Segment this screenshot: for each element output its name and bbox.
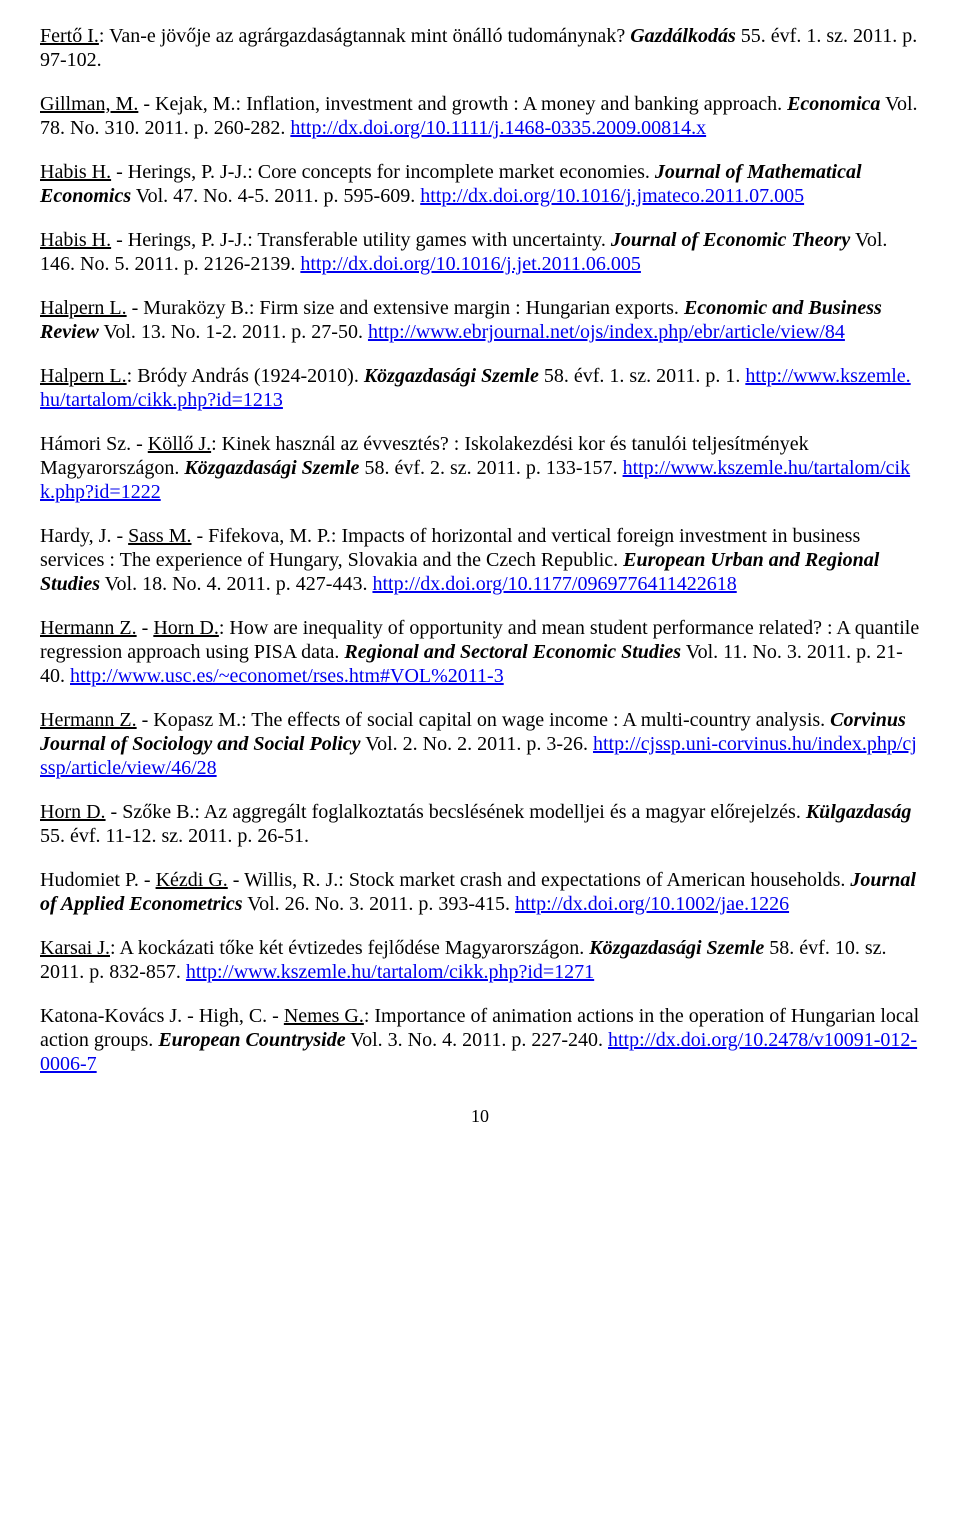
reference-link[interactable]: http://www.kszemle.hu/tartalom/cikk.php?… xyxy=(186,961,594,983)
journal-title: Gazdálkodás xyxy=(630,25,736,47)
bibliography-entry: Hermann Z. - Horn D.: How are inequality… xyxy=(40,616,920,688)
reference-link[interactable]: http://dx.doi.org/10.1016/j.jet.2011.06.… xyxy=(300,253,641,275)
citation-text: Katona-Kovács J. - High, C. - xyxy=(40,1005,284,1027)
journal-title: Economica xyxy=(787,93,880,115)
citation-text: : Bródy András (1924-2010). xyxy=(127,365,364,387)
bibliography-entry: Katona-Kovács J. - High, C. - Nemes G.: … xyxy=(40,1004,920,1076)
bibliography-entry: Hudomiet P. - Kézdi G. - Willis, R. J.: … xyxy=(40,868,920,916)
author-name: Sass M. xyxy=(128,525,191,547)
author-name: Hermann Z. xyxy=(40,709,137,731)
bibliography-entry: Habis H. - Herings, P. J-J.: Transferabl… xyxy=(40,228,920,276)
journal-title: Közgazdasági Szemle xyxy=(589,937,764,959)
citation-text: Hámori Sz. - xyxy=(40,433,148,455)
journal-title: Regional and Sectoral Economic Studies xyxy=(344,641,681,663)
citation-text: : Van-e jövője az agrárgazdaságtannak mi… xyxy=(99,25,630,47)
citation-text: Vol. 47. No. 4-5. 2011. p. 595-609. xyxy=(131,185,420,207)
citation-text: - xyxy=(137,617,154,639)
bibliography-entry: Halpern L.: Bródy András (1924-2010). Kö… xyxy=(40,364,920,412)
citation-text: Vol. 26. No. 3. 2011. p. 393-415. xyxy=(243,893,515,915)
author-name: Karsai J. xyxy=(40,937,110,959)
citation-text: 58. évf. 2. sz. 2011. p. 133-157. xyxy=(359,457,622,479)
citation-text: 58. évf. 1. sz. 2011. p. 1. xyxy=(539,365,745,387)
author-name: Halpern L. xyxy=(40,297,127,319)
author-name: Gillman, M. xyxy=(40,93,138,115)
author-name: Köllő J. xyxy=(148,433,211,455)
bibliography-entry: Hardy, J. - Sass M. - Fifekova, M. P.: I… xyxy=(40,524,920,596)
reference-link[interactable]: http://dx.doi.org/10.1111/j.1468-0335.20… xyxy=(290,117,706,139)
bibliography-entry: Hermann Z. - Kopasz M.: The effects of s… xyxy=(40,708,920,780)
journal-title: Közgazdasági Szemle xyxy=(364,365,539,387)
reference-link[interactable]: http://dx.doi.org/10.1177/09697764114226… xyxy=(372,573,736,595)
citation-text: 55. évf. 11-12. sz. 2011. p. 26-51. xyxy=(40,825,309,847)
citation-text: Vol. 13. No. 1-2. 2011. p. 27-50. xyxy=(99,321,368,343)
journal-title: European Countryside xyxy=(158,1029,345,1051)
reference-link[interactable]: http://dx.doi.org/10.1002/jae.1226 xyxy=(515,893,789,915)
citation-text: Vol. 18. No. 4. 2011. p. 427-443. xyxy=(100,573,372,595)
citation-text: Vol. 3. No. 4. 2011. p. 227-240. xyxy=(346,1029,608,1051)
reference-link[interactable]: http://www.usc.es/~economet/rses.htm#VOL… xyxy=(70,665,504,687)
reference-link[interactable]: http://www.ebrjournal.net/ojs/index.php/… xyxy=(368,321,845,343)
citation-text: - Muraközy B.: Firm size and extensive m… xyxy=(127,297,684,319)
citation-text: : A kockázati tőke két évtizedes fejlődé… xyxy=(110,937,589,959)
author-name: Halpern L. xyxy=(40,365,127,387)
author-name: Kézdi G. xyxy=(156,869,228,891)
author-name: Fertő I. xyxy=(40,25,99,47)
bibliography-entry: Hámori Sz. - Köllő J.: Kinek használ az … xyxy=(40,432,920,504)
citation-text: - Kopasz M.: The effects of social capit… xyxy=(137,709,831,731)
author-name: Habis H. xyxy=(40,161,111,183)
citation-text: - Szőke B.: Az aggregált foglalkoztatás … xyxy=(106,801,806,823)
author-name: Horn D. xyxy=(40,801,106,823)
bibliography-page: Fertő I.: Van-e jövője az agrárgazdaságt… xyxy=(40,24,920,1076)
author-name: Habis H. xyxy=(40,229,111,251)
citation-text: - Herings, P. J-J.: Core concepts for in… xyxy=(111,161,655,183)
bibliography-entry: Habis H. - Herings, P. J-J.: Core concep… xyxy=(40,160,920,208)
author-name: Nemes G. xyxy=(284,1005,364,1027)
author-name: Horn D. xyxy=(153,617,219,639)
citation-text: - Willis, R. J.: Stock market crash and … xyxy=(228,869,851,891)
bibliography-entry: Karsai J.: A kockázati tőke két évtizede… xyxy=(40,936,920,984)
bibliography-entry: Halpern L. - Muraközy B.: Firm size and … xyxy=(40,296,920,344)
citation-text: Hardy, J. - xyxy=(40,525,128,547)
reference-link[interactable]: http://dx.doi.org/10.1016/j.jmateco.2011… xyxy=(420,185,804,207)
journal-title: Külgazdaság xyxy=(806,801,912,823)
citation-text: - Herings, P. J-J.: Transferable utility… xyxy=(111,229,611,251)
journal-title: Közgazdasági Szemle xyxy=(184,457,359,479)
page-number: 10 xyxy=(40,1106,920,1128)
citation-text: Hudomiet P. - xyxy=(40,869,156,891)
journal-title: Journal of Economic Theory xyxy=(611,229,850,251)
bibliography-entry: Horn D. - Szőke B.: Az aggregált foglalk… xyxy=(40,800,920,848)
author-name: Hermann Z. xyxy=(40,617,137,639)
citation-text: - Kejak, M.: Inflation, investment and g… xyxy=(138,93,787,115)
bibliography-entry: Fertő I.: Van-e jövője az agrárgazdaságt… xyxy=(40,24,920,72)
bibliography-entry: Gillman, M. - Kejak, M.: Inflation, inve… xyxy=(40,92,920,140)
citation-text: Vol. 2. No. 2. 2011. p. 3-26. xyxy=(361,733,593,755)
